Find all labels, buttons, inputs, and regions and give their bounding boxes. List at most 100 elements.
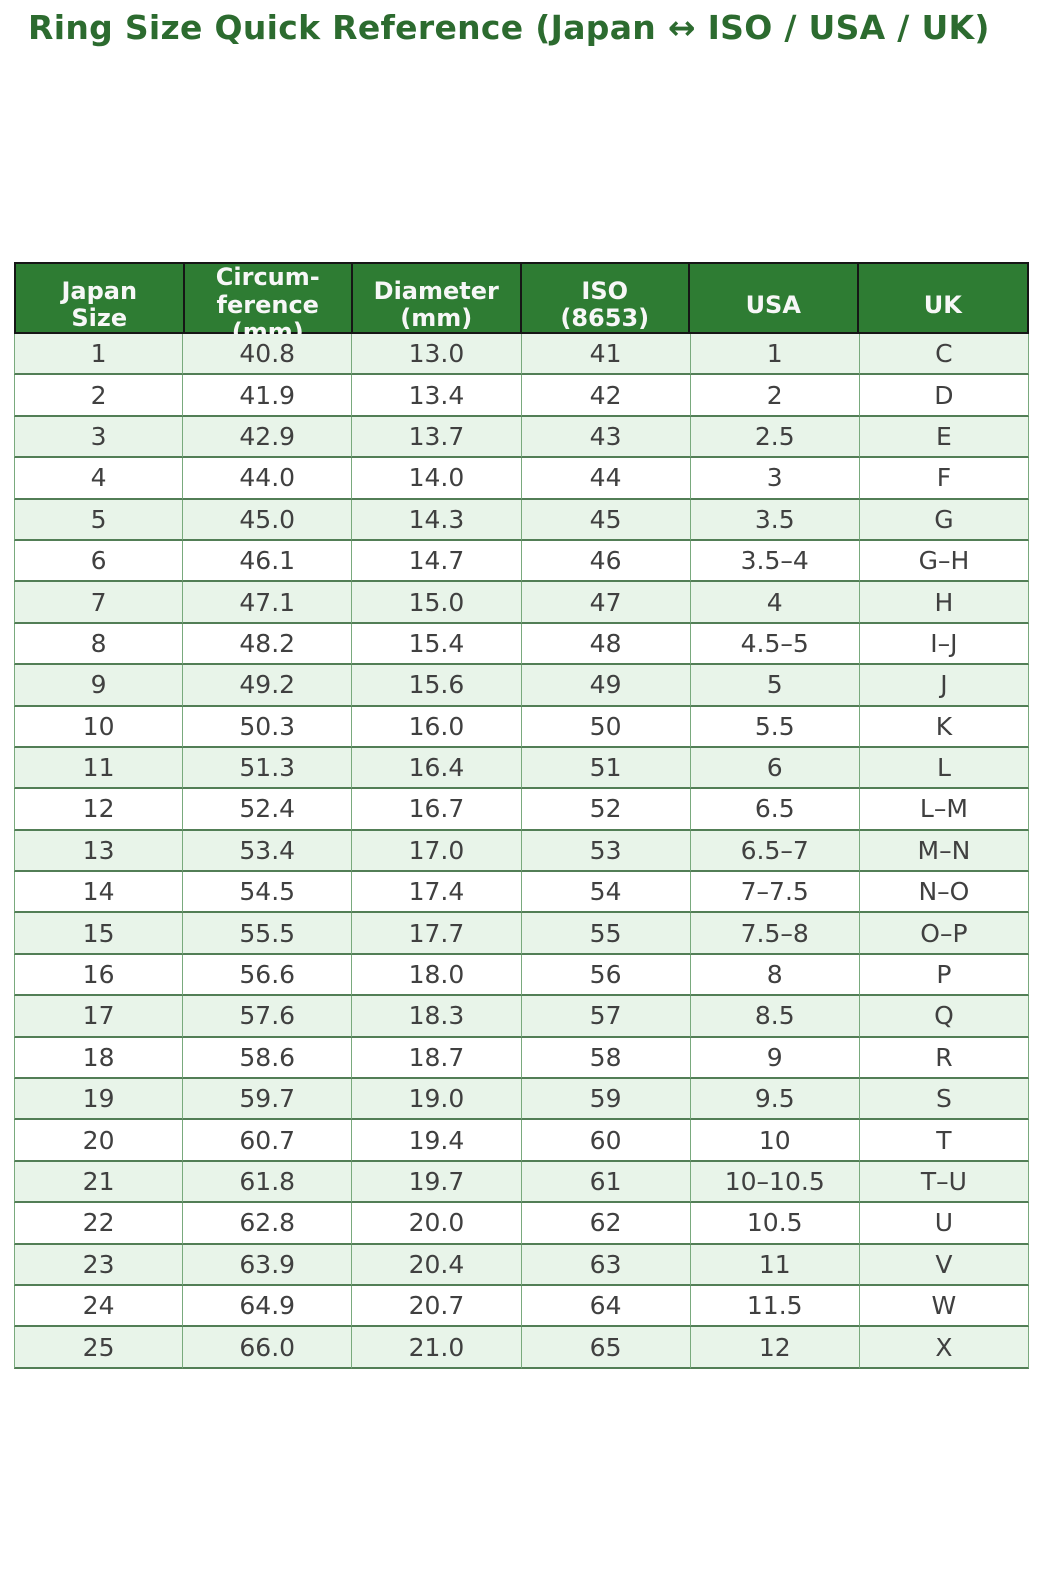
- table-cell: 55: [521, 913, 691, 955]
- table-cell: 24: [14, 1285, 184, 1328]
- table-cell: 17.0: [352, 830, 522, 873]
- table-cell: V: [859, 1244, 1029, 1286]
- table-cell: 18.3: [352, 996, 522, 1038]
- table-cell: 19: [14, 1079, 184, 1121]
- table-cell: 47: [521, 582, 691, 624]
- table-cell: M–N: [859, 830, 1029, 873]
- table-cell: 7: [14, 582, 184, 624]
- table-cell: 16: [14, 954, 184, 997]
- table-cell: 45.0: [183, 499, 353, 541]
- table-cell: 40.8: [183, 334, 353, 376]
- table-cell: 2: [690, 375, 860, 417]
- table-cell: 49: [521, 665, 691, 707]
- table-cell: 48: [521, 623, 691, 666]
- table-cell: 65: [521, 1327, 691, 1369]
- table-cell: 11: [690, 1244, 860, 1286]
- table-cell: 50.3: [183, 706, 353, 748]
- table-cell: 15.0: [352, 582, 522, 624]
- table-cell: 63: [521, 1244, 691, 1286]
- table-cell: 16.4: [352, 747, 522, 790]
- table-cell: 5: [14, 499, 184, 541]
- table-cell: 18: [14, 1037, 184, 1080]
- table-cell: 64.9: [183, 1285, 353, 1328]
- table-cell: 21.0: [352, 1327, 522, 1369]
- table-cell: 58: [521, 1037, 691, 1080]
- table-cell: 21: [14, 1161, 184, 1204]
- table-cell: 18.0: [352, 954, 522, 997]
- table-cell: 7.5–8: [690, 913, 860, 955]
- table-cell: R: [859, 1037, 1029, 1080]
- table-cell: 62.8: [183, 1203, 353, 1245]
- table-cell: 12: [690, 1327, 860, 1369]
- table-cell: 13.4: [352, 375, 522, 417]
- table-cell: T–U: [859, 1161, 1029, 1204]
- table-cell: 54.5: [183, 872, 353, 914]
- table-cell: K: [859, 706, 1029, 748]
- header-cell-iso-8653: ISO (8653): [522, 264, 690, 347]
- table-cell: 19.0: [352, 1079, 522, 1121]
- ring-size-table: Japan Size Circum-ference (mm) Diameter (mm) I…: [14, 262, 1029, 1369]
- header-cell-diameter-mm: Diameter (mm): [353, 264, 522, 347]
- table-cell: 6.5–7: [690, 830, 860, 873]
- table-cell: 61: [521, 1161, 691, 1204]
- table-cell: 52: [521, 789, 691, 831]
- table-cell: 63.9: [183, 1244, 353, 1286]
- table-cell: F: [859, 458, 1029, 500]
- table-cell: C: [859, 334, 1029, 376]
- table-cell: 54: [521, 872, 691, 914]
- table-cell: 8.5: [690, 996, 860, 1038]
- table-cell: 10.5: [690, 1203, 860, 1245]
- table-cell: 47.1: [183, 582, 353, 624]
- table-cell: 10: [690, 1120, 860, 1162]
- table-cell: 41.9: [183, 375, 353, 417]
- table-cell: 53.4: [183, 830, 353, 873]
- table-cell: 2.5: [690, 416, 860, 459]
- table-cell: N–O: [859, 872, 1029, 914]
- table-cell: 4: [690, 582, 860, 624]
- table-cell: 10–10.5: [690, 1161, 860, 1204]
- table-cell: 14.7: [352, 540, 522, 583]
- table-cell: 60.7: [183, 1120, 353, 1162]
- table-cell: 11: [14, 747, 184, 790]
- table-cell: 2: [14, 375, 184, 417]
- table-cell: 44: [521, 458, 691, 500]
- table-cell: 18.7: [352, 1037, 522, 1080]
- table-cell: 3: [690, 458, 860, 500]
- table-cell: 42.9: [183, 416, 353, 459]
- table-cell: 55.5: [183, 913, 353, 955]
- table-cell: 13.0: [352, 334, 522, 376]
- table-cell: 48.2: [183, 623, 353, 666]
- table-cell: 17.7: [352, 913, 522, 955]
- table-cell: 57.6: [183, 996, 353, 1038]
- table-cell: 46: [521, 540, 691, 583]
- table-cell: X: [859, 1327, 1029, 1369]
- table-cell: 66.0: [183, 1327, 353, 1369]
- table-cell: 4.5–5: [690, 623, 860, 666]
- table-cell: 6: [14, 540, 184, 583]
- table-cell: 20.4: [352, 1244, 522, 1286]
- table-cell: L: [859, 747, 1029, 790]
- table-cell: W: [859, 1285, 1029, 1328]
- table-cell: 16.7: [352, 789, 522, 831]
- table-cell: P: [859, 954, 1029, 997]
- page-title: Ring Size Quick Reference (Japan ↔ ISO /…: [28, 8, 990, 47]
- table-cell: 57: [521, 996, 691, 1038]
- table-cell: 3: [14, 416, 184, 459]
- table-cell: G: [859, 499, 1029, 541]
- table-cell: 1: [690, 334, 860, 376]
- table-cell: 61.8: [183, 1161, 353, 1204]
- table-cell: U: [859, 1203, 1029, 1245]
- table-cell: 14.3: [352, 499, 522, 541]
- table-body: 1 40.8 13.0 41 1 C 2 41.9 13.4 42 2 D 3 42.9 13.7 43 2.5…: [14, 334, 1029, 1369]
- table-cell: 43: [521, 416, 691, 459]
- table-cell: 3.5–4: [690, 540, 860, 583]
- table-cell: 4: [14, 458, 184, 500]
- table-cell: 16.0: [352, 706, 522, 748]
- table-cell: 9: [690, 1037, 860, 1080]
- table-cell: 13: [14, 830, 184, 873]
- table-cell: 12: [14, 789, 184, 831]
- table-cell: 52.4: [183, 789, 353, 831]
- table-cell: 25: [14, 1327, 184, 1369]
- table-cell: 8: [14, 623, 184, 666]
